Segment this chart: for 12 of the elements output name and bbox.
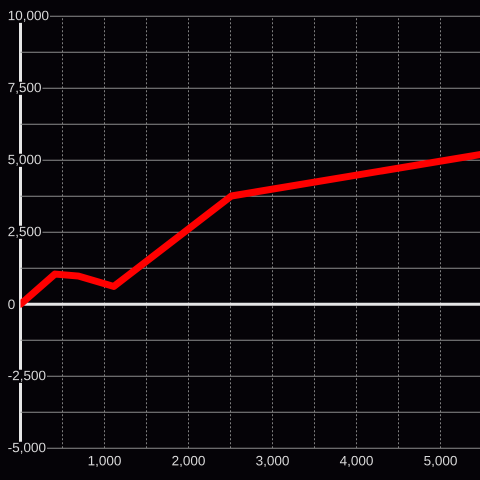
x-tick-label: 4,000	[340, 456, 373, 468]
y-tick-label: 0	[8, 300, 15, 310]
x-tick-label: 1,000	[88, 456, 121, 468]
y-tick-label: -2,500	[8, 370, 46, 382]
x-tick-label: 2,000	[172, 456, 205, 468]
y-tick-label: 2,500	[8, 226, 41, 238]
x-tick-label: 3,000	[256, 456, 289, 468]
y-tick-label: -5,000	[8, 442, 46, 454]
y-tick-label: 7,500	[8, 82, 41, 94]
y-tick-label: 10,000	[8, 10, 48, 22]
x-tick-label: 5,000	[424, 456, 457, 468]
y-tick-label: 5,000	[8, 154, 41, 166]
